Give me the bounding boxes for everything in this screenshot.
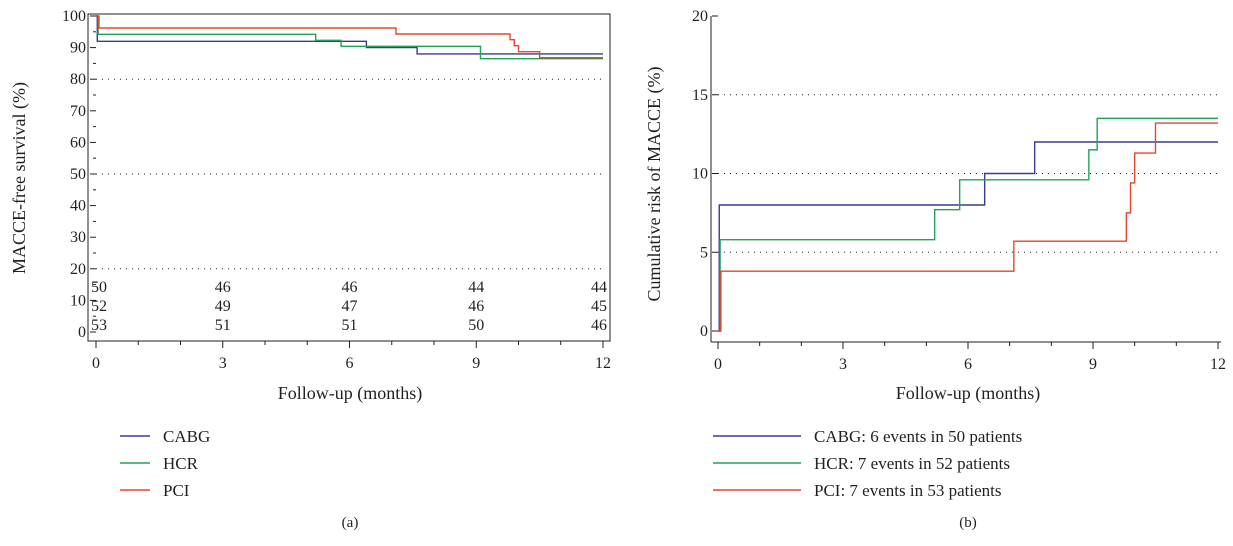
panel-a-x-tick-label: 6 — [346, 355, 354, 372]
panel-b-x-tick-label: 9 — [1089, 356, 1097, 373]
panel-a: 0 10 20 30 40 50 60 70 80 90 100 0 3 6 9 12 50 46 46 44 44… — [9, 8, 611, 531]
at-risk-count-cabg: 46 — [342, 279, 358, 296]
panel-b-y-tick-label: 20 — [692, 8, 708, 25]
panel-a-y-tick-label: 100 — [62, 8, 86, 25]
panel-a-x-ticks: 0 3 6 9 12 — [92, 341, 611, 372]
at-risk-count-pci: 51 — [215, 317, 231, 334]
at-risk-count-hcr: 49 — [215, 298, 231, 315]
panel-b: 0 5 10 15 20 0 3 6 9 12 Follow-up (months) Cumul… — [644, 8, 1226, 531]
panel-b-y-axis-label: Cumulative risk of MACCE (%) — [644, 67, 665, 302]
panel-b-y-tick-label: 5 — [700, 244, 708, 261]
legend-label-cabg: CABG: 6 events in 50 patients — [814, 427, 1022, 446]
panel-a-y-tick-label: 10 — [70, 292, 86, 309]
series-line-cabg — [718, 141, 1218, 332]
panel-a-x-tick-label: 0 — [92, 355, 100, 372]
panel-a-y-tick-label: 60 — [70, 134, 86, 151]
legend-label-pci: PCI — [163, 481, 190, 500]
panel-a-y-tick-label: 0 — [78, 324, 86, 341]
panel-a-x-tick-label: 12 — [595, 355, 611, 372]
at-risk-count-cabg: 44 — [468, 279, 484, 296]
panel-a-y-ticks: 0 10 20 30 40 50 60 70 80 90 100 — [62, 8, 96, 341]
panel-b-y-tick-label: 15 — [692, 87, 708, 104]
at-risk-count-hcr: 47 — [342, 298, 358, 315]
panel-a-y-tick-label: 30 — [70, 229, 86, 246]
panel-a-y-tick-label: 80 — [70, 71, 86, 88]
panel-a-gridlines — [96, 78, 603, 270]
panel-a-at-risk-table: 50 46 46 44 44 52 49 47 46 45 53 51 51 50 46 — [91, 279, 607, 334]
legend-label-cabg: CABG — [163, 427, 210, 446]
panel-b-series — [718, 117, 1218, 332]
at-risk-count-cabg: 46 — [215, 279, 231, 296]
panel-b-x-tick-label: 12 — [1210, 356, 1226, 373]
panel-a-y-tick-label: 50 — [70, 166, 86, 183]
legend-label-pci: PCI: 7 events in 53 patients — [814, 481, 1001, 500]
panel-b-x-tick-label: 3 — [839, 356, 847, 373]
panel-a-y-axis-label: MACCE-free survival (%) — [9, 82, 30, 274]
at-risk-count-pci: 53 — [91, 317, 107, 334]
at-risk-count-hcr: 45 — [591, 298, 607, 315]
panel-b-x-tick-label: 0 — [714, 356, 722, 373]
legend-label-hcr: HCR — [163, 454, 199, 473]
panel-a-y-tick-label: 40 — [70, 198, 86, 215]
panel-a-y-tick-label: 90 — [70, 40, 86, 57]
panel-b-y-tick-label: 10 — [692, 166, 708, 183]
panel-b-x-tick-label: 6 — [964, 356, 972, 373]
at-risk-count-pci: 46 — [591, 317, 607, 334]
at-risk-count-hcr: 46 — [468, 298, 484, 315]
panel-b-x-axis-label: Follow-up (months) — [896, 383, 1041, 404]
panel-a-series — [96, 15, 603, 60]
legend-label-hcr: HCR: 7 events in 52 patients — [814, 454, 1010, 473]
at-risk-count-cabg: 44 — [591, 279, 607, 296]
panel-a-x-tick-label: 9 — [472, 355, 480, 372]
panel-a-y-tick-label: 70 — [70, 103, 86, 120]
at-risk-count-pci: 50 — [468, 317, 484, 334]
series-line-pci — [718, 122, 1218, 332]
panel-a-legend: CABG HCR PCI — [120, 427, 210, 500]
at-risk-count-hcr: 52 — [91, 298, 107, 315]
panel-a-label: (a) — [342, 515, 359, 531]
panel-a-y-tick-label: 20 — [70, 261, 86, 278]
at-risk-count-pci: 51 — [342, 317, 358, 334]
panel-b-x-ticks: 0 3 6 9 12 — [714, 342, 1226, 373]
panel-b-y-tick-label: 0 — [700, 323, 708, 340]
panel-b-label: (b) — [959, 515, 977, 531]
series-line-pci — [96, 15, 603, 59]
panel-a-x-axis-label: Follow-up (months) — [278, 383, 423, 404]
series-line-hcr — [718, 117, 1218, 332]
series-line-hcr — [96, 15, 603, 60]
at-risk-count-cabg: 50 — [91, 279, 107, 296]
series-line-cabg — [96, 15, 603, 55]
panel-b-y-ticks: 0 5 10 15 20 — [692, 8, 718, 340]
panel-b-legend: CABG: 6 events in 50 patients HCR: 7 even… — [713, 427, 1022, 500]
panel-a-x-tick-label: 3 — [219, 355, 227, 372]
